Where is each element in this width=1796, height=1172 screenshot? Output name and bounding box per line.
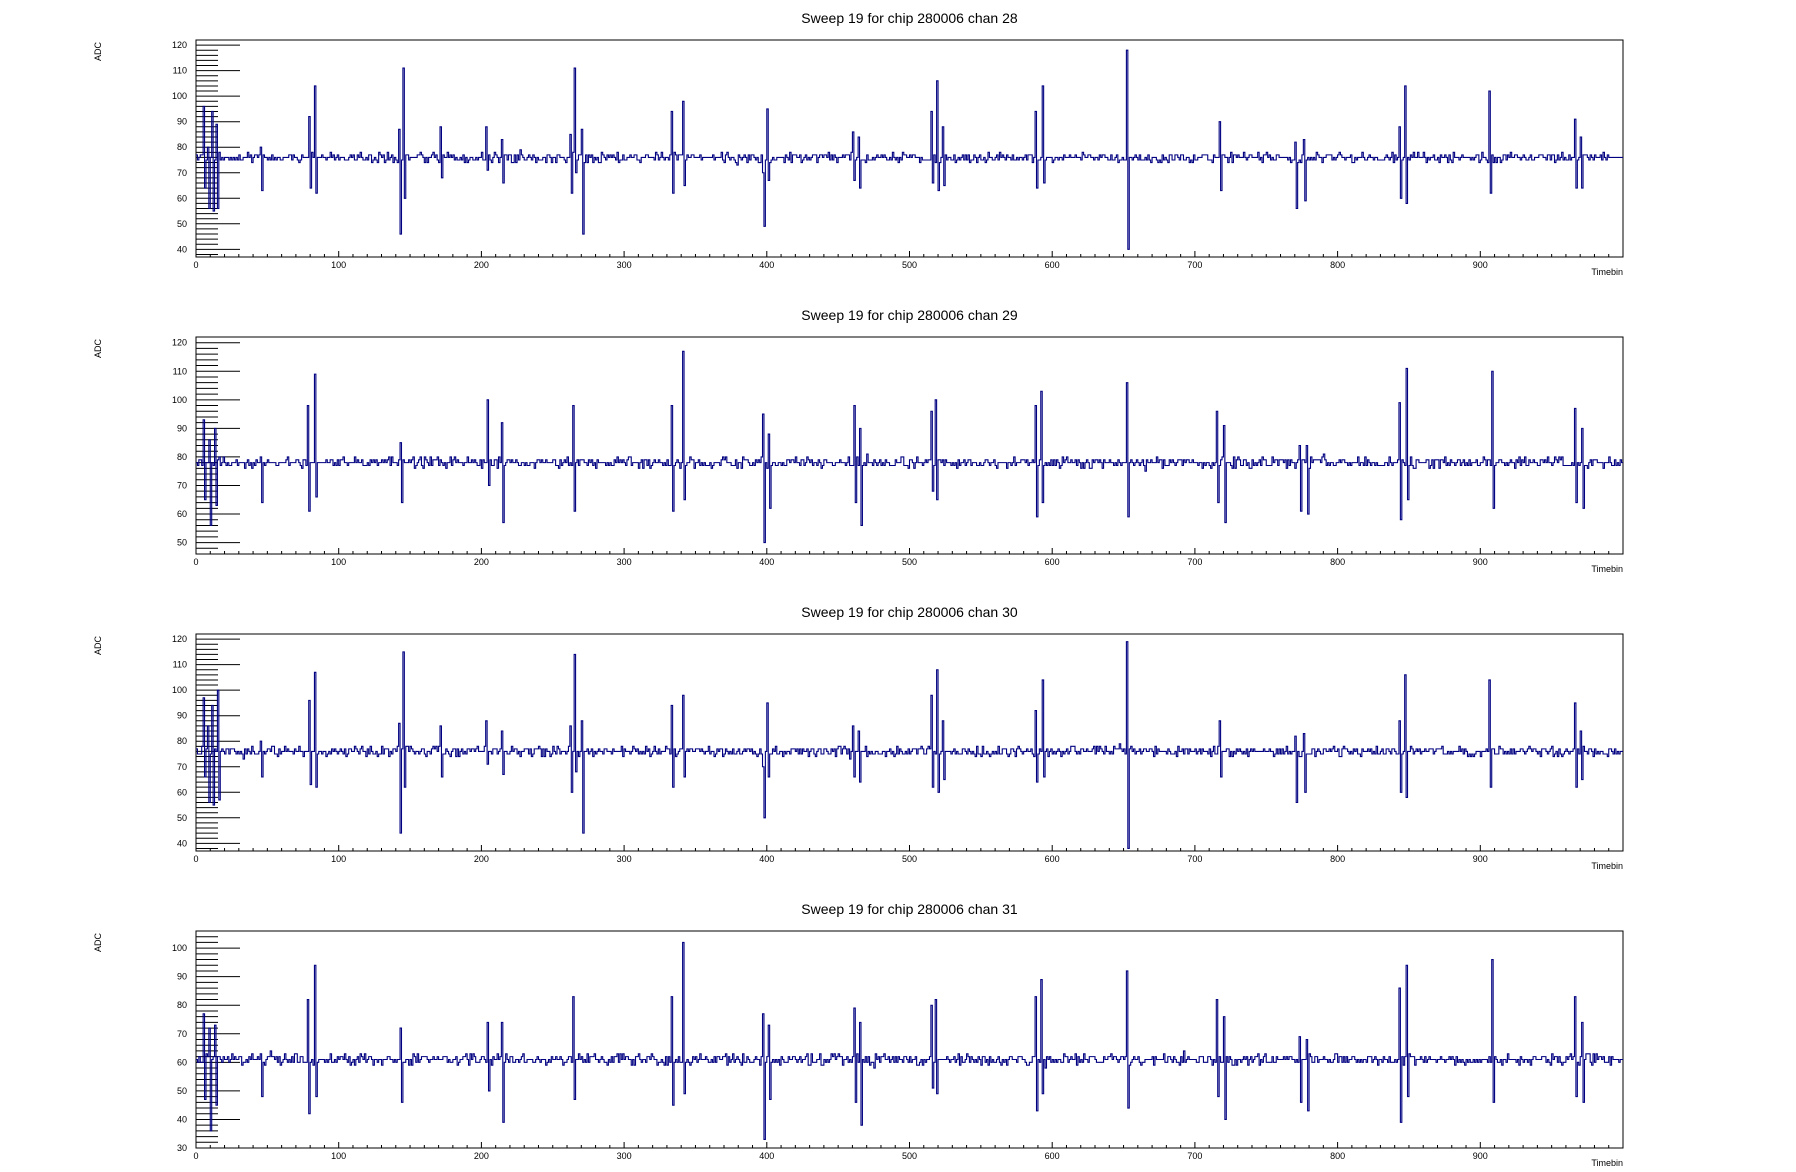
x-tick-label: 500: [902, 854, 917, 864]
x-tick-label: 200: [474, 1151, 489, 1161]
plot-frame: [195, 336, 1624, 555]
y-tick-label: 100: [172, 943, 187, 953]
x-tick-label: 600: [1045, 260, 1060, 270]
x-tick-label: 600: [1045, 557, 1060, 567]
x-tick-label: 100: [331, 260, 346, 270]
adc-waveform-series: [196, 941, 1623, 1140]
y-tick-label: 40: [177, 244, 187, 254]
adc-waveform-series: [196, 350, 1623, 544]
x-axis-label: Timebin: [1591, 564, 1623, 574]
x-tick-label: 900: [1473, 1151, 1488, 1161]
x-tick-label: 100: [331, 854, 346, 864]
x-tick-label: 200: [474, 260, 489, 270]
chart-title: Sweep 19 for chip 280006 chan 31: [801, 901, 1018, 917]
y-tick-label: 50: [177, 1086, 187, 1096]
y-tick-label: 70: [177, 762, 187, 772]
y-axis-label: ADC: [93, 933, 103, 953]
adc-waveform-series: [196, 49, 1623, 250]
x-tick-label: 600: [1045, 854, 1060, 864]
x-tick-label: 800: [1330, 1151, 1345, 1161]
x-axis-label: Timebin: [1591, 267, 1623, 277]
x-tick-label: 400: [759, 854, 774, 864]
x-tick-label: 600: [1045, 1151, 1060, 1161]
chart-panel: Sweep 19 for chip 280006 chan 30 ADC Timeb…: [93, 604, 1624, 871]
y-tick-label: 40: [177, 838, 187, 848]
x-tick-label: 300: [617, 557, 632, 567]
x-tick-label: 200: [474, 854, 489, 864]
chart-panel: Sweep 19 for chip 280006 chan 29 ADC Timeb…: [93, 307, 1624, 574]
x-tick-label: 700: [1187, 1151, 1202, 1161]
y-tick-label: 60: [177, 1057, 187, 1067]
y-tick-label: 30: [177, 1143, 187, 1153]
x-axis-label: Timebin: [1591, 1158, 1623, 1168]
x-tick-label: 100: [331, 1151, 346, 1161]
y-tick-label: 90: [177, 972, 187, 982]
y-tick-label: 50: [177, 219, 187, 229]
x-tick-label: 300: [617, 1151, 632, 1161]
x-tick-label: 500: [902, 260, 917, 270]
y-tick-label: 70: [177, 480, 187, 490]
x-tick-label: 800: [1330, 854, 1345, 864]
chart-title: Sweep 19 for chip 280006 chan 30: [801, 604, 1018, 620]
x-tick-label: 400: [759, 557, 774, 567]
x-tick-label: 700: [1187, 854, 1202, 864]
plot-frame: [195, 39, 1624, 258]
x-tick-label: 900: [1473, 854, 1488, 864]
chart-panel: Sweep 19 for chip 280006 chan 28 ADC Timeb…: [93, 10, 1624, 277]
x-tick-label: 900: [1473, 557, 1488, 567]
x-tick-label: 900: [1473, 260, 1488, 270]
x-tick-label: 0: [193, 854, 198, 864]
x-tick-label: 0: [193, 1151, 198, 1161]
adc-waveform-series: [196, 641, 1623, 849]
y-tick-label: 100: [172, 395, 187, 405]
y-axis-label: ADC: [93, 42, 103, 62]
y-axis-label: ADC: [93, 339, 103, 359]
x-tick-label: 0: [193, 557, 198, 567]
y-tick-label: 60: [177, 193, 187, 203]
y-tick-label: 80: [177, 1000, 187, 1010]
x-tick-label: 500: [902, 1151, 917, 1161]
x-tick-label: 300: [617, 260, 632, 270]
y-tick-label: 80: [177, 142, 187, 152]
x-tick-label: 800: [1330, 260, 1345, 270]
y-tick-label: 100: [172, 91, 187, 101]
y-tick-label: 50: [177, 813, 187, 823]
x-tick-label: 800: [1330, 557, 1345, 567]
y-tick-label: 80: [177, 452, 187, 462]
x-tick-label: 300: [617, 854, 632, 864]
x-axis-label: Timebin: [1591, 861, 1623, 871]
y-tick-label: 110: [173, 660, 187, 670]
y-tick-label: 110: [173, 366, 187, 376]
y-tick-label: 120: [172, 634, 187, 644]
y-tick-label: 110: [173, 66, 187, 76]
x-tick-label: 700: [1187, 557, 1202, 567]
chart-title: Sweep 19 for chip 280006 chan 29: [801, 307, 1018, 323]
x-tick-label: 200: [474, 557, 489, 567]
y-tick-label: 100: [172, 685, 187, 695]
y-tick-label: 70: [177, 168, 187, 178]
x-tick-label: 100: [331, 557, 346, 567]
x-tick-label: 500: [902, 557, 917, 567]
y-tick-label: 90: [177, 423, 187, 433]
y-tick-label: 60: [177, 509, 187, 519]
y-tick-label: 50: [177, 538, 187, 548]
y-tick-label: 80: [177, 736, 187, 746]
x-tick-label: 700: [1187, 260, 1202, 270]
y-axis-label: ADC: [93, 636, 103, 656]
plot-frame: [195, 930, 1624, 1149]
plot-frame: [195, 633, 1624, 852]
x-tick-label: 400: [759, 260, 774, 270]
y-tick-label: 120: [172, 338, 187, 348]
y-tick-label: 120: [172, 40, 187, 50]
chart-title: Sweep 19 for chip 280006 chan 28: [801, 10, 1018, 26]
x-tick-label: 0: [193, 260, 198, 270]
y-tick-label: 90: [177, 711, 187, 721]
x-tick-label: 400: [759, 1151, 774, 1161]
y-tick-label: 90: [177, 117, 187, 127]
y-tick-label: 40: [177, 1114, 187, 1124]
chart-panel: Sweep 19 for chip 280006 chan 31 ADC Timeb…: [93, 901, 1624, 1168]
y-tick-label: 70: [177, 1029, 187, 1039]
y-tick-label: 60: [177, 787, 187, 797]
